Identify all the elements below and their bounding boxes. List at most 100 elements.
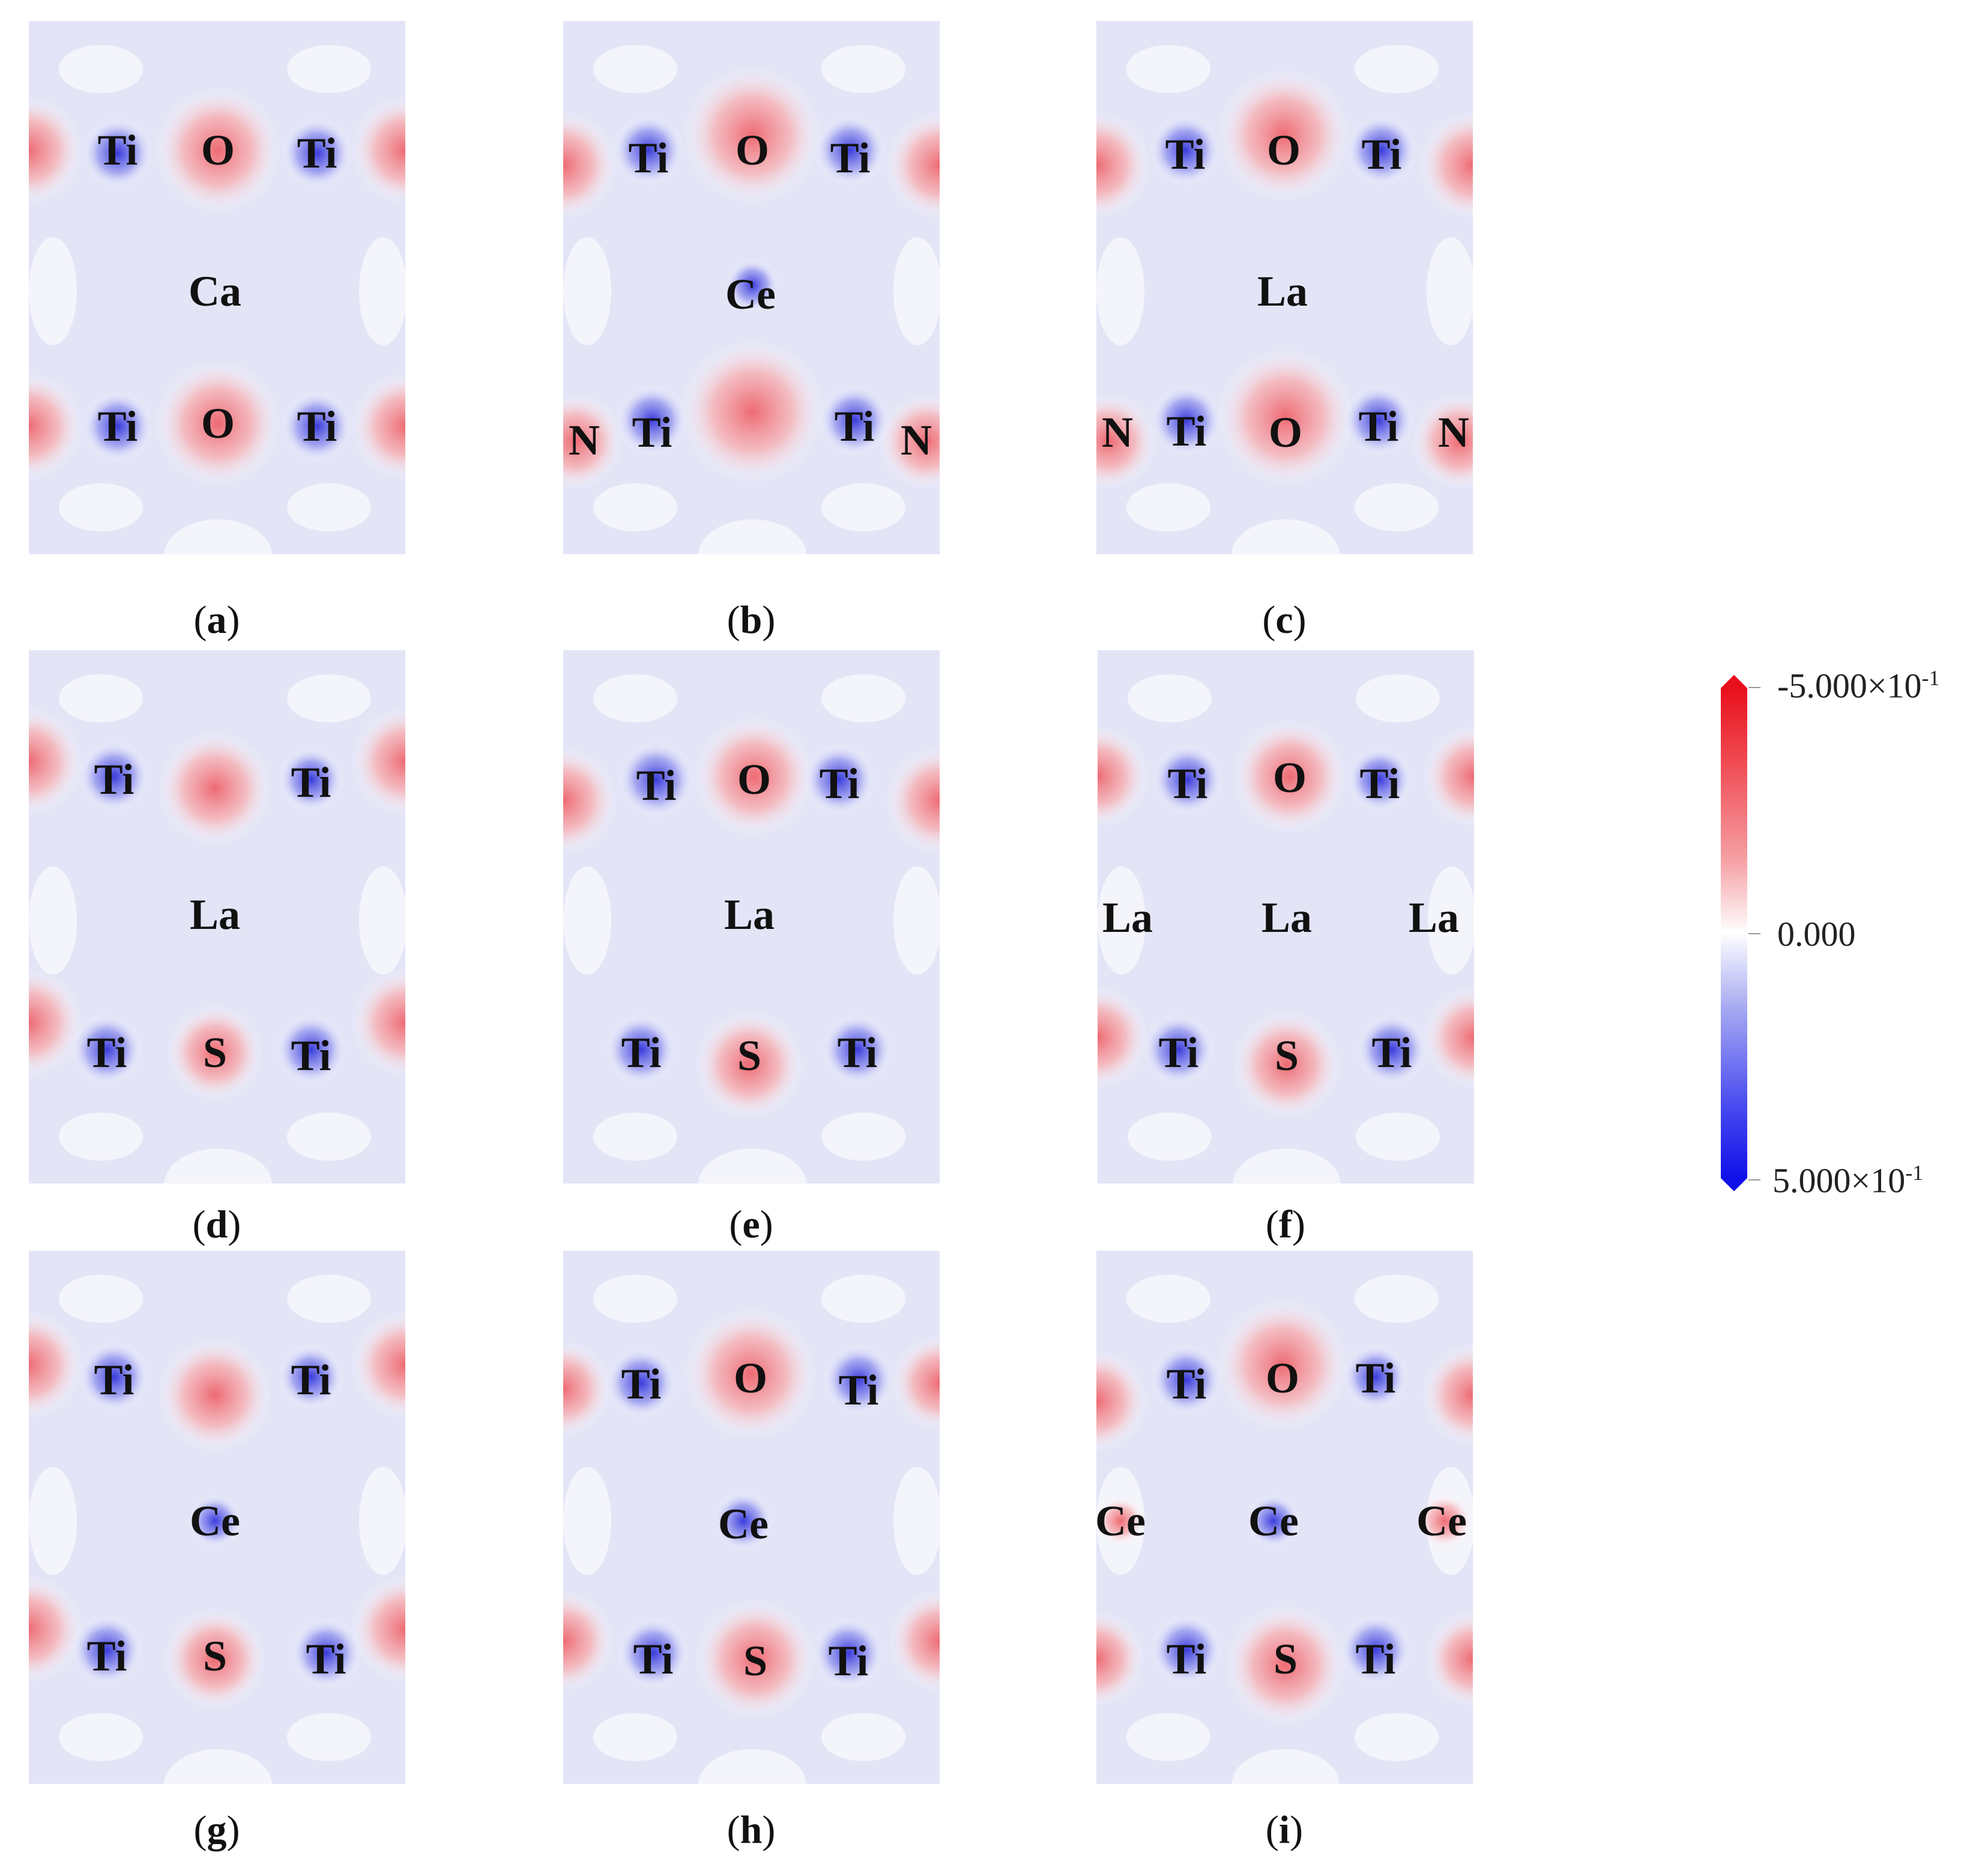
atom-label-ti: Ti [1358,402,1399,450]
background-contour [164,1749,272,1784]
charge-accumulation-lobe [351,707,405,815]
atom-label-n: N [1102,408,1133,456]
background-contour [59,1275,143,1323]
charge-accumulation-lobe [878,393,940,489]
background-contour [593,483,677,531]
charge-accumulation-lobe [1418,1494,1472,1548]
charge-accumulation-lobe [155,87,281,213]
charge-accumulation-lobe [351,1311,405,1419]
charge-accumulation-lobe [351,96,405,204]
background-contour [821,1713,905,1761]
charge-accumulation-lobe [1422,1344,1473,1446]
charge-accumulation-lobe [1218,69,1350,201]
atom-label-ti: Ti [828,1637,869,1685]
colorbar-max-label: -5.000×10-1 [1777,666,1940,706]
charge-depletion-lobe [803,743,875,815]
charge-depletion-lobe [1143,1014,1215,1086]
charge-depletion-lobe [1340,1614,1412,1686]
background-contour [821,483,905,531]
atom-label-ti: Ti [1166,407,1207,455]
atom-label-o: O [735,126,770,174]
charge-depletion-lobe [71,1014,143,1086]
charge-accumulation-lobe [1098,725,1149,827]
charge-density-map [1096,21,1473,554]
atom-label-ti: Ti [306,1635,346,1683]
atom-label-o: O [1272,754,1307,802]
background-contour [59,483,143,531]
charge-depletion-lobe [71,1614,143,1686]
atom-label-ti: Ti [1359,760,1400,808]
charge-accumulation-lobe [29,96,83,204]
background-contour [287,674,371,722]
charge-depletion-lobe [605,1014,677,1086]
atom-label-la: La [1261,893,1313,942]
panel-h: Ti O Ti Ce Ti S Ti [563,1251,940,1784]
panel-caption-a: (a) [193,598,240,642]
background-contour [1126,45,1210,93]
background-contour [287,1713,371,1761]
charge-density-map [29,1251,405,1784]
atom-label-ti: Ti [1165,130,1206,178]
atom-label-ti: Ti [628,134,669,182]
atom-label-ti: Ti [94,755,134,803]
atom-label-ce: Ce [1248,1497,1299,1545]
charge-depletion-lobe [78,1341,150,1413]
atom-label-o: O [737,755,772,803]
background-contour [29,1467,77,1575]
charge-accumulation-lobe [1225,1605,1346,1725]
atom-label-ti: Ti [1371,1029,1412,1077]
atom-label-o: O [201,126,235,174]
charge-depletion-lobe [814,114,886,186]
background-contour [1355,1275,1439,1323]
background-contour [593,1275,677,1323]
charge-accumulation-lobe [1233,1011,1341,1119]
background-contour [563,1467,611,1575]
atom-label-s: S [737,1032,762,1080]
charge-depletion-lobe [1150,1614,1222,1686]
background-contour [1355,1713,1439,1761]
atom-label-o: O [1268,408,1303,456]
charge-depletion-lobe [82,117,154,189]
atom-label-ti: Ti [1355,1354,1396,1402]
background-contour [1233,1149,1341,1183]
background-contour [287,1113,371,1161]
background-contour [29,237,77,345]
charge-accumulation-lobe [1096,1350,1147,1452]
panel-b: Ti O Ti Ce N Ti Ti N [563,21,940,554]
charge-accumulation-lobe [1233,719,1347,833]
atom-label-ti: Ti [97,126,138,174]
atom-label-s: S [1274,1032,1299,1080]
charge-depletion-lobe [1246,1494,1301,1548]
atom-label-la: La [1257,267,1308,315]
atom-label-ti: Ti [86,1632,127,1680]
atom-label-ti: Ti [636,761,677,809]
charge-depletion-lobe [812,1617,884,1689]
background-contour [359,866,405,975]
atom-label-ti: Ti [1158,1029,1199,1077]
panel-caption-b: (b) [727,598,776,642]
charge-depletion-lobe [605,1347,677,1419]
atom-label-ti: Ti [621,1360,662,1408]
charge-accumulation-lobe [351,372,405,480]
charge-depletion-lobe [713,1491,773,1551]
charge-depletion-lobe [278,746,344,812]
atom-label-n: N [901,416,932,464]
colorbar-mid-label: 0.000 [1777,914,1856,954]
background-contour [1128,674,1212,722]
charge-accumulation-lobe [1216,1299,1349,1431]
background-contour [1126,1713,1210,1761]
charge-accumulation-lobe [1423,987,1474,1089]
background-contour [593,45,677,93]
atom-label-ti: Ti [830,134,871,182]
charge-depletion-lobe [617,1617,689,1689]
background-contour [59,1713,143,1761]
atom-label-o: O [1265,1354,1300,1402]
charge-accumulation-lobe [1412,393,1473,489]
charge-depletion-lobe [612,114,684,186]
background-contour [1428,866,1474,975]
atom-label-ce: Ce [190,1497,240,1545]
charge-depletion-lobe [1343,384,1415,456]
background-contour [593,674,677,722]
atom-label-ti: Ti [1355,1635,1396,1683]
atom-label-ti: Ti [1166,1635,1207,1683]
